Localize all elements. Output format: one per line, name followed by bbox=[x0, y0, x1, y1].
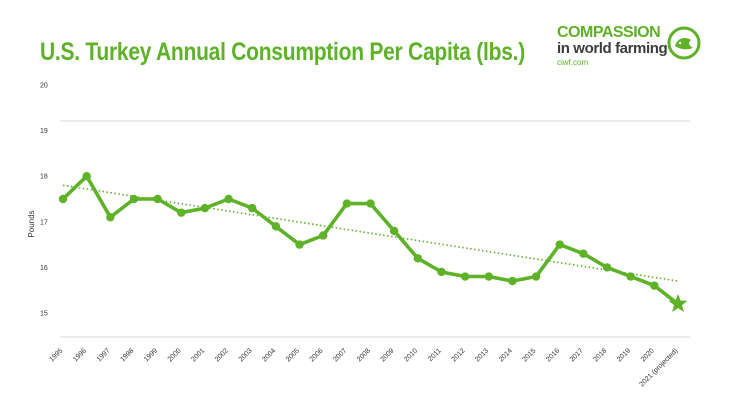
x-tick-label: 2016 bbox=[545, 347, 561, 363]
x-tick-label: 2013 bbox=[474, 347, 490, 363]
data-points bbox=[58, 172, 688, 312]
x-tick-label: 2009 bbox=[380, 347, 396, 363]
data-point bbox=[295, 240, 304, 249]
x-tick-label: 2010 bbox=[403, 347, 419, 363]
x-tick-label: 2000 bbox=[167, 347, 183, 363]
data-point bbox=[650, 281, 659, 290]
data-point bbox=[342, 199, 352, 208]
x-tick-label: 1996 bbox=[72, 347, 88, 363]
x-tick-label: 2014 bbox=[498, 347, 514, 363]
data-point bbox=[626, 272, 635, 281]
data-point bbox=[200, 203, 210, 213]
series-line bbox=[61, 174, 680, 306]
y-tick-label: 17 bbox=[40, 219, 48, 226]
x-tick-label: 1998 bbox=[119, 347, 135, 363]
data-point bbox=[531, 272, 541, 281]
logo-text-url: ciwf.com bbox=[557, 58, 589, 67]
y-tick-label: 19 bbox=[40, 128, 48, 135]
ciwf-logo: COMPASSION in world farming ciwf.com bbox=[557, 24, 707, 74]
data-point bbox=[271, 222, 281, 231]
data-point bbox=[460, 272, 470, 281]
data-point bbox=[318, 231, 328, 240]
data-point bbox=[484, 272, 493, 281]
data-point bbox=[224, 194, 233, 204]
data-point bbox=[602, 263, 612, 272]
x-tick-label: 2006 bbox=[309, 347, 325, 363]
y-tick-label: 18 bbox=[40, 174, 48, 181]
data-point bbox=[366, 199, 375, 208]
chart-title: U.S. Turkey Annual Consumption Per Capit… bbox=[40, 38, 525, 66]
x-tick-label: 2008 bbox=[356, 347, 372, 363]
x-tick-label: 2011 bbox=[427, 347, 443, 363]
globe-animals-icon bbox=[667, 26, 701, 60]
x-tick-label: 2019 bbox=[616, 347, 632, 363]
series-polyline bbox=[61, 174, 680, 306]
y-tick-label: 20 bbox=[40, 83, 48, 90]
projected-star-marker bbox=[668, 293, 688, 312]
data-point bbox=[579, 249, 588, 258]
data-point bbox=[153, 194, 162, 204]
data-point bbox=[106, 213, 115, 222]
logo-text-in-world-farming: in world farming bbox=[557, 40, 668, 57]
logo-text-compassion: COMPASSION bbox=[557, 24, 661, 41]
data-point bbox=[177, 208, 186, 217]
y-tick-label: 16 bbox=[40, 265, 48, 272]
data-point bbox=[555, 240, 564, 249]
x-tick-label: 2003 bbox=[238, 347, 254, 363]
x-tick-label: 2004 bbox=[261, 347, 277, 363]
data-point bbox=[508, 276, 517, 286]
data-point bbox=[58, 194, 68, 204]
data-point bbox=[437, 267, 446, 277]
x-tick-label: 2018 bbox=[592, 347, 608, 363]
data-point bbox=[413, 254, 423, 263]
x-tick-label: 2017 bbox=[569, 347, 585, 363]
x-tick-label: 2007 bbox=[332, 347, 348, 363]
x-tick-label: 2015 bbox=[522, 347, 538, 363]
x-tick-label: 2012 bbox=[451, 347, 467, 363]
x-tick-label: 2005 bbox=[285, 347, 301, 363]
x-tick-label: 2020 bbox=[640, 347, 656, 363]
x-tick-labels: 1995 1996 1997 1998 1999 2000 2001 2002 2003 2004… bbox=[48, 347, 679, 388]
y-tick-label: 15 bbox=[40, 311, 48, 318]
data-point bbox=[389, 226, 399, 236]
x-tick-label: 1997 bbox=[96, 347, 112, 363]
x-tick-label: 1999 bbox=[143, 347, 159, 363]
y-axis-label: Pounds bbox=[27, 210, 36, 237]
x-tick-label: 2001 bbox=[190, 347, 206, 363]
x-tick-label: 1995 bbox=[48, 347, 64, 363]
x-tick-label: 2002 bbox=[214, 347, 230, 363]
y-tick-labels: 15 16 17 18 19 20 bbox=[40, 83, 48, 318]
data-point bbox=[248, 203, 257, 213]
data-point bbox=[129, 194, 139, 204]
data-point bbox=[82, 172, 91, 181]
